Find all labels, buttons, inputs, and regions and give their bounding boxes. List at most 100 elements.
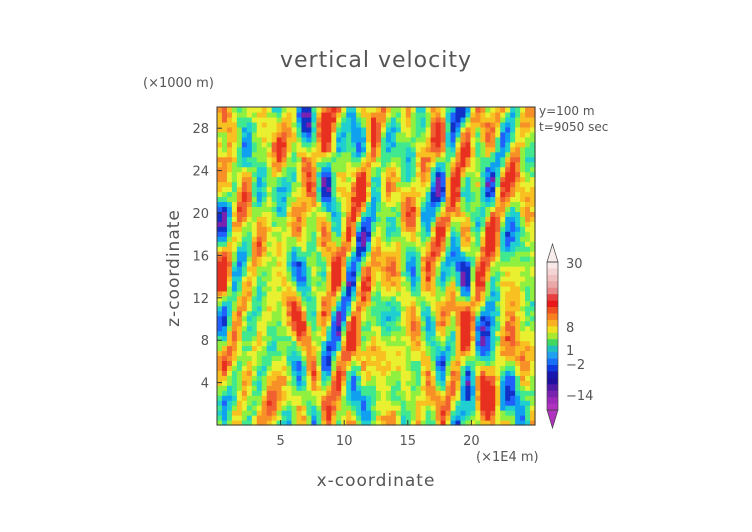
heatmap-cell [266,300,273,307]
heatmap-cell [450,246,457,252]
heatmap-cell [395,380,402,386]
heatmap-cell [385,410,392,416]
heatmap-cell [485,216,491,222]
heatmap-cell [500,251,506,257]
heatmap-cell [500,300,506,307]
heatmap-cell [485,131,491,138]
heatmap-cell [311,305,317,312]
heatmap-cell [276,295,283,302]
heatmap-cell [221,231,228,237]
heatmap-cell [380,295,387,302]
heatmap-cell [266,151,273,158]
heatmap-cell [376,116,382,123]
heatmap-cell [415,340,422,347]
heatmap-cell [420,191,427,198]
heatmap-cell [276,340,283,347]
heatmap-cell [246,156,253,163]
heatmap-cell [326,370,332,376]
heatmap-cell [470,146,476,153]
heatmap-cell [380,221,387,227]
heatmap-cell [430,251,437,257]
heatmap-cell [490,161,496,168]
heatmap-cell [500,320,506,327]
heatmap-cell [495,136,501,143]
heatmap-cell [291,405,298,411]
heatmap-cell [266,116,273,123]
heatmap-cell [217,345,223,352]
heatmap-cell [395,211,402,217]
heatmap-cell [530,191,536,198]
heatmap-cell [415,410,422,416]
heatmap-cell [460,365,467,371]
heatmap-cell [385,320,392,327]
heatmap-cell [346,136,352,143]
heatmap-cell [266,231,273,237]
heatmap-cell [261,300,268,307]
heatmap-cell [336,116,342,123]
heatmap-cell [236,285,243,292]
heatmap-cell [520,295,526,302]
heatmap-cell [410,161,417,168]
heatmap-cell [366,251,372,257]
heatmap-cell [266,107,273,113]
heatmap-cell [510,275,516,282]
heatmap-cell [470,390,476,396]
heatmap-cell [505,280,511,287]
heatmap-cell [351,146,357,153]
heatmap-cell [321,176,327,183]
heatmap-cell [435,131,442,138]
heatmap-cell [286,320,293,327]
heatmap-cell [276,410,283,416]
heatmap-cell [366,370,372,376]
heatmap-cell [445,156,452,163]
heatmap-cell [221,420,228,426]
heatmap-cell [361,206,367,212]
heatmap-cell [266,201,273,207]
heatmap-cell [376,300,382,307]
heatmap-cell [321,201,327,207]
heatmap-cell [321,221,327,227]
heatmap-cell [236,186,243,193]
heatmap-cell [376,126,382,133]
heatmap-cell [490,107,496,113]
heatmap-cell [465,385,472,391]
heatmap-cell [231,355,238,362]
heatmap-cell [361,251,367,257]
heatmap-cell [351,136,357,143]
heatmap-cell [530,241,536,247]
heatmap-cell [306,236,313,242]
heatmap-cell [450,360,457,366]
heatmap-cell [515,107,521,113]
heatmap-cell [241,270,248,277]
heatmap-cell [341,365,347,371]
heatmap-cell [470,415,476,421]
heatmap-cell [440,380,447,386]
heatmap-cell [281,246,288,252]
heatmap-cell [326,330,332,337]
heatmap-cell [430,181,437,188]
heatmap-cell [321,261,327,267]
colorbar-frame [546,261,559,411]
heatmap-cell [415,186,422,193]
heatmap-cell [336,270,342,277]
heatmap-cell [465,251,472,257]
heatmap-cell [500,360,506,366]
heatmap-cell [530,111,536,118]
heatmap-cell [351,176,357,183]
heatmap-cell [351,211,357,217]
heatmap-cell [341,146,347,153]
heatmap-cell [455,236,462,242]
heatmap-cell [231,335,238,342]
heatmap-cell [351,206,357,212]
heatmap-cell [221,261,228,267]
heatmap-cell [480,415,486,421]
heatmap-cell [371,241,377,247]
heatmap-cell [261,246,268,252]
heatmap-cell [425,275,432,282]
heatmap-cell [530,395,536,401]
heatmap-cell [266,390,273,396]
heatmap-cell [346,111,352,118]
heatmap-cell [246,275,253,282]
heatmap-cell [371,350,377,357]
heatmap-cell [221,166,228,173]
